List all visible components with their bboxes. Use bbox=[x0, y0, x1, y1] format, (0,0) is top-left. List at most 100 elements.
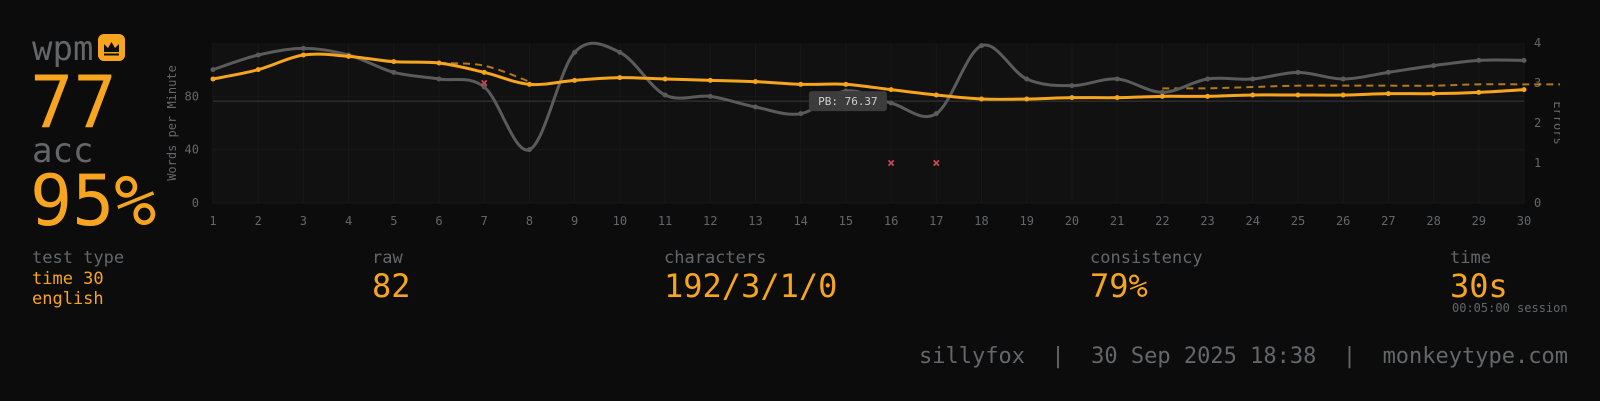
wpm-label: wpm bbox=[32, 29, 94, 69]
raw-point bbox=[1431, 63, 1437, 69]
raw-point bbox=[1340, 76, 1346, 82]
raw-point bbox=[798, 111, 804, 117]
acc-value: 95% bbox=[30, 160, 157, 242]
wpm-point bbox=[1159, 93, 1165, 99]
x-tick-label: 12 bbox=[703, 214, 717, 228]
wpm-point bbox=[526, 81, 532, 87]
consistency-label: consistency bbox=[1090, 248, 1203, 268]
wpm-point bbox=[1521, 87, 1527, 93]
raw-point bbox=[662, 92, 668, 98]
raw-point bbox=[391, 69, 397, 75]
characters-label: characters bbox=[664, 248, 767, 268]
characters-value: 192/3/1/0 bbox=[664, 267, 838, 305]
test-type-label: test type bbox=[32, 248, 125, 268]
raw-point bbox=[210, 67, 216, 73]
raw-point bbox=[617, 49, 623, 55]
raw-point bbox=[1069, 83, 1075, 89]
x-tick-label: 11 bbox=[658, 214, 672, 228]
y-tick-label: 0 bbox=[192, 196, 199, 210]
wpm-point bbox=[391, 59, 397, 65]
wpm-point bbox=[1024, 96, 1030, 102]
burst-line bbox=[1162, 83, 1560, 90]
raw-point bbox=[888, 100, 894, 106]
raw-point bbox=[1521, 57, 1527, 63]
wpm-point bbox=[888, 87, 894, 93]
wpm-point bbox=[1069, 95, 1075, 101]
raw-point bbox=[1024, 76, 1030, 82]
x-tick-label: 16 bbox=[884, 214, 898, 228]
x-tick-label: 1 bbox=[209, 214, 216, 228]
error-mark bbox=[887, 159, 895, 167]
x-tick-label: 7 bbox=[481, 214, 488, 228]
wpm-point bbox=[707, 77, 713, 83]
y2-tick-label: 3 bbox=[1534, 76, 1541, 90]
crown-icon bbox=[98, 34, 125, 61]
raw-point bbox=[752, 104, 758, 110]
raw-point bbox=[436, 76, 442, 82]
x-tick-label: 19 bbox=[1019, 214, 1033, 228]
footer-text: sillyfox | 30 Sep 2025 18:38 | monkeytyp… bbox=[918, 344, 1568, 369]
x-tick-label: 28 bbox=[1426, 214, 1440, 228]
test-type-language[interactable]: english bbox=[32, 289, 104, 309]
y2-tick-label: 0 bbox=[1534, 196, 1541, 210]
pb-annotation-label: PB: 76.37 bbox=[818, 95, 878, 108]
y-tick-label: 80 bbox=[185, 89, 199, 103]
wpm-point bbox=[300, 52, 306, 58]
y-tick-label: 40 bbox=[185, 143, 199, 157]
x-tick-label: 26 bbox=[1336, 214, 1350, 228]
x-tick-label: 17 bbox=[929, 214, 943, 228]
wpm-point bbox=[662, 76, 668, 82]
wpm-point bbox=[481, 69, 487, 75]
error-mark-stroke bbox=[887, 159, 895, 167]
wpm-point bbox=[752, 79, 758, 85]
error-mark-stroke bbox=[933, 159, 940, 167]
wpm-point bbox=[1340, 92, 1346, 98]
raw-label: raw bbox=[372, 248, 403, 268]
wpm-point bbox=[346, 53, 352, 59]
x-tick-label: 10 bbox=[613, 214, 627, 228]
error-mark bbox=[933, 159, 940, 167]
x-tick-label: 6 bbox=[435, 214, 442, 228]
error-mark-stroke bbox=[481, 79, 488, 87]
raw-point bbox=[481, 84, 487, 90]
wpm-chart[interactable]: 1 2 3 4 5 6 7 8 9 10 11 12 13 14 15 16 17 18 19 20 21 22 23 24 2… bbox=[160, 30, 1560, 242]
raw-point bbox=[255, 52, 261, 58]
raw-point bbox=[1250, 76, 1256, 82]
raw-point bbox=[1114, 76, 1120, 82]
acc-label: acc bbox=[32, 131, 94, 171]
x-tick-label: 2 bbox=[255, 214, 262, 228]
y-axis-label: Words per Minute bbox=[165, 65, 179, 181]
wpm-point bbox=[1385, 91, 1391, 97]
wpm-point bbox=[617, 75, 623, 81]
wpm-point bbox=[1250, 92, 1256, 98]
wpm-point bbox=[572, 77, 578, 83]
x-tick-label: 29 bbox=[1472, 214, 1486, 228]
pb-annotation-box bbox=[808, 91, 887, 112]
time-value: 30s bbox=[1450, 267, 1508, 305]
raw-point bbox=[300, 45, 306, 51]
x-tick-label: 8 bbox=[526, 214, 533, 228]
wpm-point bbox=[1114, 95, 1120, 101]
wpm-point bbox=[255, 67, 261, 73]
x-tick-label: 27 bbox=[1381, 214, 1395, 228]
test-type-mode[interactable]: time 30 bbox=[32, 269, 104, 289]
session-time: 00:05:00 session bbox=[1452, 301, 1568, 315]
consistency-value: 79% bbox=[1090, 267, 1148, 305]
x-tick-label: 23 bbox=[1200, 214, 1214, 228]
x-tick-label: 24 bbox=[1246, 214, 1260, 228]
raw-point bbox=[979, 43, 985, 49]
raw-point bbox=[572, 49, 578, 55]
x-tick-label: 4 bbox=[345, 214, 352, 228]
y2-tick-label: 2 bbox=[1534, 116, 1541, 130]
wpm-point bbox=[1431, 91, 1437, 97]
x-tick-label: 5 bbox=[390, 214, 397, 228]
wpm-point bbox=[1295, 92, 1301, 98]
x-tick-label: 15 bbox=[839, 214, 853, 228]
x-tick-label: 22 bbox=[1155, 214, 1169, 228]
wpm-point bbox=[933, 92, 939, 98]
x-tick-label: 14 bbox=[793, 214, 807, 228]
x-tick-label: 18 bbox=[974, 214, 988, 228]
raw-point bbox=[933, 111, 939, 117]
x-tick-label: 3 bbox=[300, 214, 307, 228]
raw-point bbox=[526, 147, 532, 153]
